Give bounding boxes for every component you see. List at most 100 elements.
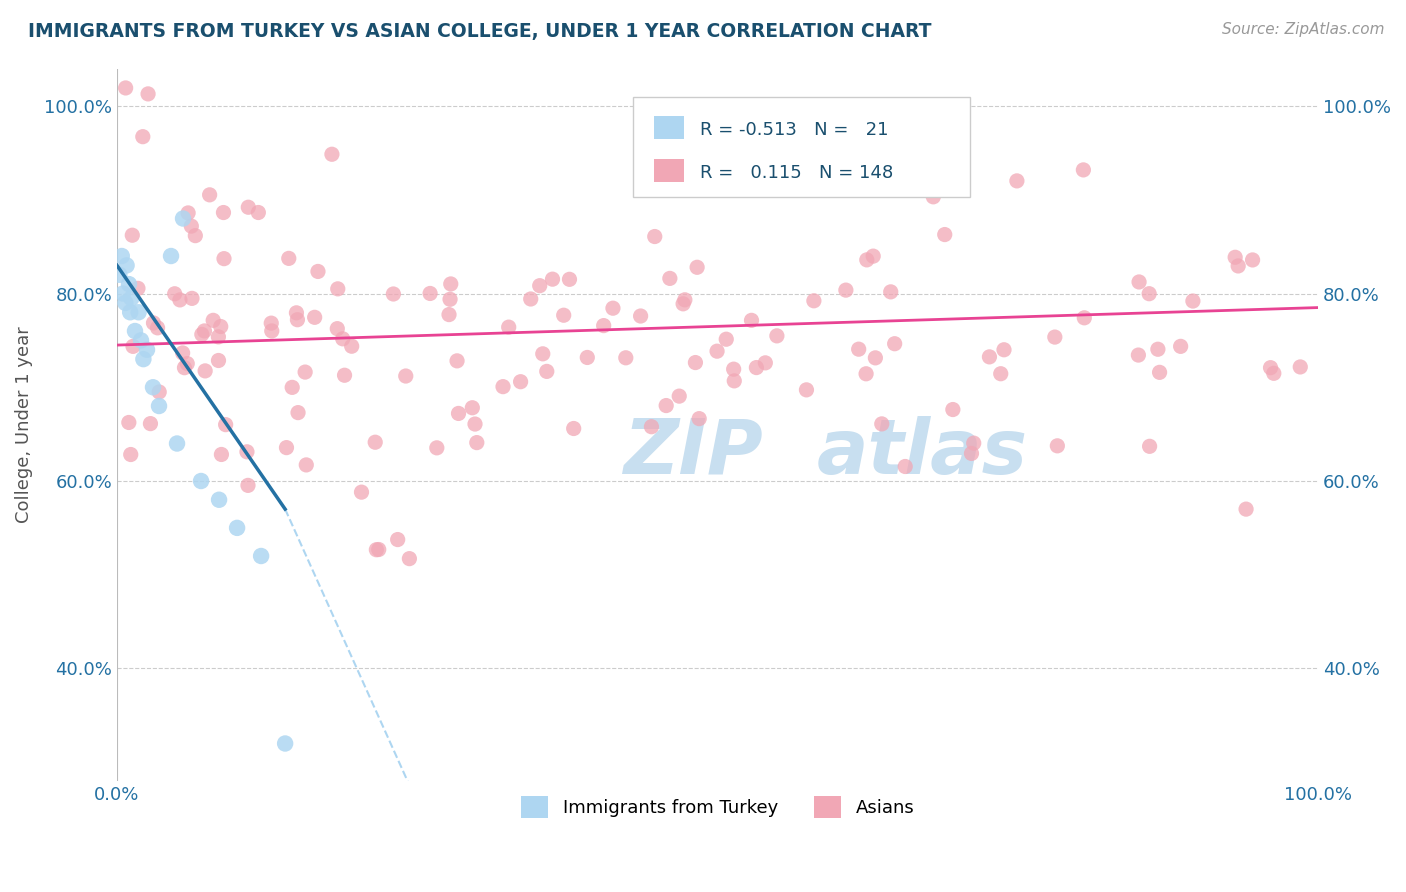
Point: [148, 384, 170, 399]
Point: [576, 351, 599, 365]
Point: [350, 485, 373, 500]
Point: [177, 206, 200, 220]
Point: [136, 87, 159, 101]
Point: [250, 549, 273, 563]
Point: [120, 291, 142, 305]
Point: [1043, 330, 1066, 344]
Point: [741, 313, 763, 327]
Point: [1139, 439, 1161, 453]
Point: [172, 346, 194, 360]
Point: [148, 399, 170, 413]
Text: R =   0.115   N = 148: R = 0.115 N = 148: [700, 164, 893, 182]
Point: [1170, 339, 1192, 353]
Point: [1234, 502, 1257, 516]
Point: [181, 291, 204, 305]
Point: [1005, 174, 1028, 188]
Point: [1263, 367, 1285, 381]
Point: [124, 324, 146, 338]
Point: [960, 446, 983, 460]
Point: [880, 285, 903, 299]
Point: [287, 406, 309, 420]
Point: [536, 364, 558, 378]
Point: [592, 318, 614, 333]
Point: [519, 292, 541, 306]
Point: [332, 332, 354, 346]
Point: [1181, 293, 1204, 308]
Point: [754, 356, 776, 370]
Point: [209, 319, 232, 334]
Point: [658, 271, 681, 285]
Point: [1289, 359, 1312, 374]
Point: [723, 374, 745, 388]
Point: [118, 416, 141, 430]
Point: [1147, 343, 1170, 357]
Point: [382, 287, 405, 301]
Point: [367, 542, 389, 557]
Point: [796, 383, 818, 397]
Point: [509, 375, 531, 389]
Point: [395, 369, 418, 384]
FancyBboxPatch shape: [634, 97, 970, 197]
Point: [614, 351, 637, 365]
Point: [963, 436, 986, 450]
Point: [870, 417, 893, 431]
Point: [706, 344, 728, 359]
Point: [855, 367, 877, 381]
Point: [602, 301, 624, 316]
Point: [208, 492, 231, 507]
Point: [146, 321, 169, 335]
Point: [655, 399, 678, 413]
Text: R = -0.513   N =   21: R = -0.513 N = 21: [700, 121, 889, 139]
Point: [553, 308, 575, 322]
Point: [193, 324, 215, 338]
Point: [176, 357, 198, 371]
Point: [1128, 348, 1150, 362]
Point: [307, 264, 329, 278]
Point: [856, 252, 879, 267]
Point: [236, 444, 259, 458]
Point: [464, 417, 486, 431]
Point: [139, 417, 162, 431]
Point: [169, 293, 191, 307]
Point: [1128, 275, 1150, 289]
Point: [366, 542, 388, 557]
Point: [114, 296, 136, 310]
Point: [685, 355, 707, 369]
Point: [209, 447, 232, 461]
Point: [439, 293, 461, 307]
Point: [745, 360, 768, 375]
Point: [461, 401, 484, 415]
Point: [922, 190, 945, 204]
Point: [180, 219, 202, 233]
Point: [440, 277, 463, 291]
Point: [640, 419, 662, 434]
Point: [118, 277, 141, 292]
Point: [184, 228, 207, 243]
Point: [688, 411, 710, 425]
FancyBboxPatch shape: [654, 116, 683, 139]
Point: [766, 329, 789, 343]
Point: [238, 200, 260, 214]
Point: [848, 342, 870, 356]
Point: [723, 362, 745, 376]
Point: [136, 343, 159, 357]
Point: [1223, 250, 1246, 264]
Point: [285, 306, 308, 320]
Point: [716, 332, 738, 346]
Point: [132, 352, 155, 367]
Point: [142, 380, 165, 394]
Point: [990, 367, 1012, 381]
Text: atlas: atlas: [817, 416, 1028, 490]
Point: [1073, 310, 1095, 325]
Point: [942, 402, 965, 417]
Point: [1046, 439, 1069, 453]
Point: [529, 278, 551, 293]
Point: [277, 252, 299, 266]
Point: [492, 379, 515, 393]
Point: [274, 737, 297, 751]
Point: [437, 308, 460, 322]
Text: Source: ZipAtlas.com: Source: ZipAtlas.com: [1222, 22, 1385, 37]
Point: [993, 343, 1015, 357]
FancyBboxPatch shape: [654, 159, 683, 182]
Point: [172, 211, 194, 226]
